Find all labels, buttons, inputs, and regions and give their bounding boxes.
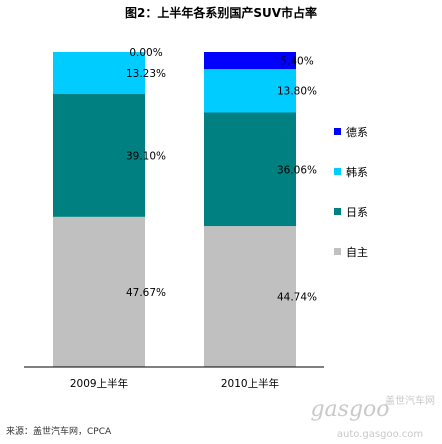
watermark-url: auto.gasgoo.com: [337, 429, 423, 440]
bar-segment: [53, 52, 145, 94]
data-label: 13.80%: [277, 86, 317, 98]
data-label: 36.06%: [277, 164, 317, 176]
data-label: 13.23%: [126, 68, 166, 80]
bar-segment: [204, 112, 296, 227]
bars-group: [53, 52, 296, 367]
legend-swatch: [334, 168, 341, 175]
x-tick-label: 2009上半年: [70, 377, 128, 390]
bar-segment: [204, 226, 296, 367]
bar-segment: [204, 69, 296, 113]
legend-label: 韩系: [346, 165, 368, 179]
source-note: 来源：盖世汽车网，CPCA: [6, 425, 112, 437]
x-tick-labels-group: 2009上半年 2010上半年: [70, 377, 279, 390]
watermark-logo: gasgoo: [310, 397, 389, 422]
data-label: 44.74%: [277, 292, 317, 304]
bar-segment: [204, 52, 296, 70]
data-labels-group: 47.67% 39.10% 13.23% 0.00% 44.74% 36.06% 13.80…: [126, 47, 317, 304]
data-label: 39.10%: [126, 150, 166, 162]
legend-label: 自主: [346, 246, 368, 259]
data-label: 5.40%: [280, 56, 313, 68]
bar-segment: [53, 93, 145, 217]
watermark: gasgoo 盖世汽车网 auto.gasgoo.com: [310, 394, 435, 440]
legend-swatch: [334, 128, 341, 135]
legend-swatch: [334, 248, 341, 255]
data-label: 0.00%: [129, 47, 162, 59]
legend-swatch: [334, 208, 341, 215]
data-label: 47.67%: [126, 287, 166, 299]
chart-title: 图2：上半年各系别国产SUV市占率: [125, 5, 317, 20]
legend-label: 德系: [346, 125, 368, 139]
watermark-subtitle: 盖世汽车网: [385, 394, 435, 407]
x-tick-label: 2010上半年: [221, 377, 279, 390]
legend-label: 日系: [346, 206, 368, 219]
bar-segment: [53, 216, 145, 367]
